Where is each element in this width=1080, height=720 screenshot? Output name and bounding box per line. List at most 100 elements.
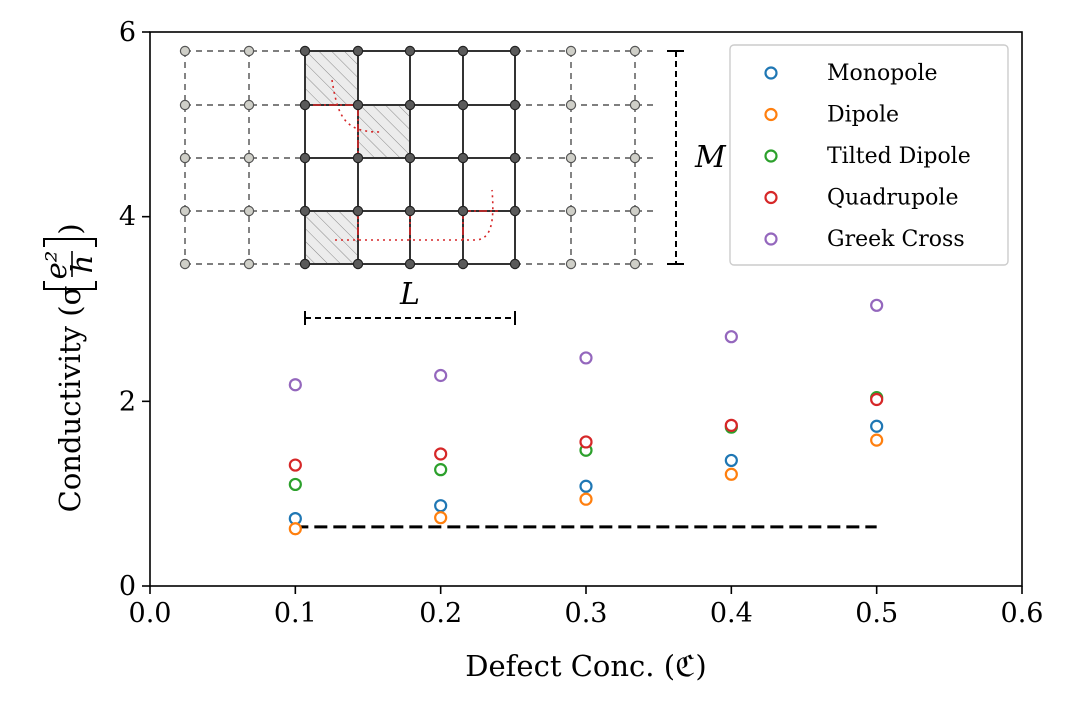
y-tick-label-3: 6 (119, 17, 136, 48)
lead-node-0-0 (179, 45, 191, 57)
legend-label-monopole: Monopole (827, 61, 938, 86)
x-tick-label-5: 0.5 (855, 598, 898, 629)
lead-node-0-1 (243, 45, 255, 57)
sample-node-2-2 (404, 152, 416, 164)
sample-node-1-0 (299, 99, 311, 111)
sample-node-1-2 (404, 99, 416, 111)
y-axis-fraction-numerator: e² (39, 251, 73, 280)
lead-node-1-1 (243, 99, 255, 111)
lattice-inset: LM (179, 45, 727, 325)
current-path-3 (357, 210, 498, 240)
x-axis-label: Defect Conc. (ℭ) (465, 649, 706, 683)
point-greek-cross-2 (579, 351, 593, 365)
sample-node-4-0 (299, 258, 311, 270)
sample-node-0-2 (404, 45, 416, 57)
current-path-1 (313, 104, 359, 158)
y-axis-label-close: ) (53, 223, 87, 234)
current-path-2 (331, 79, 381, 133)
lead-node-0-3 (629, 45, 641, 57)
y-axis-label-text: Conductivity (σ (53, 286, 87, 513)
defect-cell-0 (305, 51, 358, 105)
sample-node-0-0 (299, 45, 311, 57)
lead-node-1-2 (565, 99, 577, 111)
legend-marker-tilted-dipole (764, 149, 778, 163)
y-axis-fraction-denominator: h (65, 255, 99, 274)
point-dipole-0 (288, 522, 302, 536)
x-tick-label-0: 0.0 (129, 598, 172, 629)
sample-node-4-2 (404, 258, 416, 270)
point-tilted-dipole-0 (288, 477, 302, 492)
point-dipole-4 (870, 433, 884, 447)
legend-marker-dipole (764, 107, 778, 122)
legend-marker-quadrupole (764, 190, 778, 205)
sample-node-1-4 (509, 99, 521, 111)
y-axis-label: Conductivity (σ e²h) (39, 223, 99, 512)
sample-node-3-4 (509, 205, 521, 217)
y-axis-bracket-right (43, 238, 97, 247)
sample-node-1-3 (457, 99, 469, 111)
point-quadrupole-1 (434, 447, 448, 461)
lead-node-2-2 (565, 152, 577, 164)
legend-frame (729, 44, 1009, 266)
lead-node-4-3 (629, 258, 641, 270)
defect-cell-3 (305, 211, 358, 264)
x-tick-label-3: 0.3 (565, 598, 608, 629)
point-greek-cross-0 (288, 378, 302, 392)
point-monopole-3 (724, 453, 738, 468)
sample-node-1-1 (352, 99, 364, 111)
point-dipole-2 (579, 492, 593, 506)
sample-node-2-3 (457, 152, 469, 164)
lead-node-1-3 (629, 99, 641, 111)
data-series (288, 298, 884, 536)
point-greek-cross-1 (434, 368, 448, 383)
sample-node-3-2 (404, 205, 416, 217)
legend: Monopole Dipole Tilted Dipole Quadrupole Gre… (729, 44, 1009, 266)
sample-node-0-1 (352, 45, 364, 57)
width-label: L (399, 277, 420, 312)
sample-node-3-0 (299, 205, 311, 217)
point-quadrupole-0 (288, 458, 302, 472)
y-tick-label-1: 2 (119, 386, 136, 417)
lead-node-1-0 (179, 99, 191, 111)
point-dipole-1 (434, 511, 448, 525)
sample-node-2-1 (352, 152, 364, 164)
point-greek-cross-4 (870, 298, 884, 312)
lead-node-4-2 (565, 258, 577, 270)
point-quadrupole-3 (724, 418, 738, 432)
height-label: M (694, 140, 727, 175)
legend-marker-monopole (764, 66, 778, 80)
point-monopole-4 (870, 419, 884, 433)
lead-node-0-2 (565, 45, 577, 57)
point-monopole-2 (579, 479, 593, 493)
lead-node-3-1 (243, 205, 255, 217)
sample-node-2-0 (299, 152, 311, 164)
point-monopole-1 (434, 499, 448, 513)
y-axis-bracket-left (43, 281, 97, 290)
lead-node-3-0 (179, 205, 191, 217)
x-tick-label-6: 0.6 (1001, 598, 1044, 629)
y-tick-label-2: 4 (119, 202, 136, 233)
lead-node-2-0 (179, 152, 191, 164)
x-tick-label-2: 0.2 (419, 598, 462, 629)
sample-node-4-3 (457, 258, 469, 270)
point-dipole-3 (724, 467, 738, 481)
x-tick-label-1: 0.1 (274, 598, 317, 629)
legend-label-dipole: Dipole (827, 103, 899, 128)
lead-node-4-0 (179, 258, 191, 270)
sample-node-3-3 (457, 205, 469, 217)
sample-node-2-4 (509, 152, 521, 164)
sample-node-0-3 (457, 45, 469, 57)
lead-node-3-3 (629, 205, 641, 217)
lead-node-2-1 (243, 152, 255, 164)
point-quadrupole-4 (870, 392, 884, 407)
sample-node-0-4 (509, 45, 521, 57)
legend-marker-greek-cross (764, 232, 778, 246)
sample-node-3-1 (352, 205, 364, 217)
x-tick-label-4: 0.4 (710, 598, 753, 629)
lead-node-4-1 (243, 258, 255, 270)
sample-node-4-1 (352, 258, 364, 270)
sample-node-4-4 (509, 258, 521, 270)
point-tilted-dipole-1 (434, 463, 448, 477)
lead-node-2-3 (629, 152, 641, 164)
